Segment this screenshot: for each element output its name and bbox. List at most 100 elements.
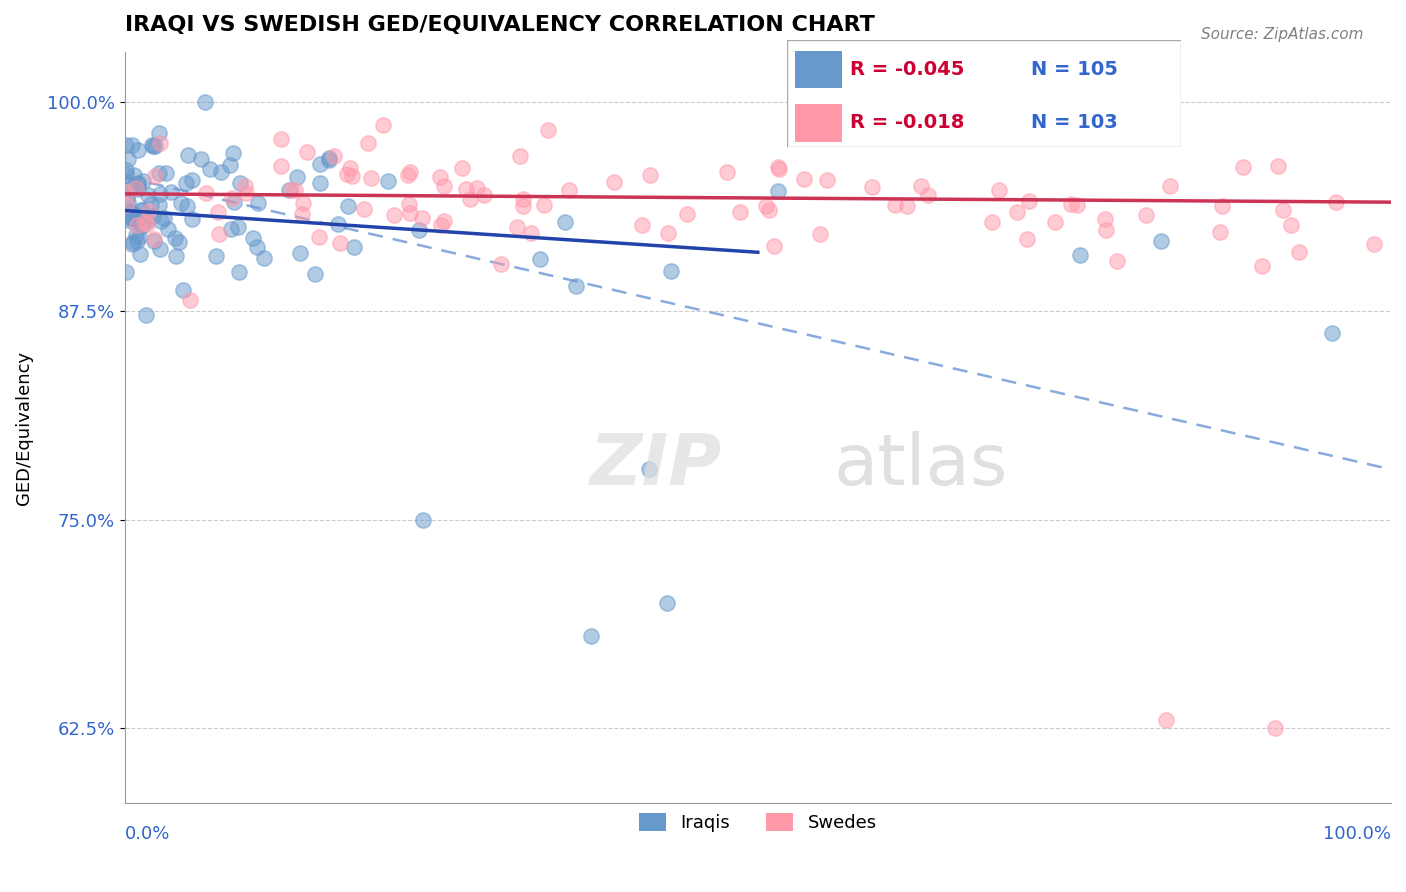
Iraqis	[141, 139, 163, 153]
Y-axis label: GED/Equivalency: GED/Equivalency	[15, 351, 32, 505]
Iraqis	[127, 178, 149, 192]
Iraqis	[226, 220, 249, 235]
Swedes	[454, 182, 477, 196]
Text: R = -0.018: R = -0.018	[851, 113, 965, 132]
Swedes	[860, 180, 883, 194]
Text: 100.0%: 100.0%	[1323, 825, 1391, 843]
Iraqis	[121, 211, 143, 226]
Swedes	[1043, 215, 1066, 229]
Iraqis	[1322, 326, 1344, 340]
Swedes	[270, 132, 292, 146]
Swedes	[1209, 225, 1232, 239]
Iraqis	[529, 252, 551, 267]
Swedes	[896, 199, 918, 213]
Swedes	[134, 215, 156, 229]
Iraqis	[219, 222, 242, 236]
Swedes	[1135, 208, 1157, 222]
Iraqis	[115, 163, 138, 178]
Swedes	[451, 161, 474, 176]
Swedes	[537, 123, 560, 137]
Swedes	[883, 198, 905, 212]
Iraqis	[308, 177, 330, 191]
Iraqis	[1069, 248, 1091, 262]
Swedes	[1015, 232, 1038, 246]
Iraqis	[142, 209, 165, 223]
Swedes	[429, 170, 451, 185]
Bar	[796, 51, 842, 88]
Iraqis	[1150, 235, 1173, 249]
Iraqis	[115, 191, 138, 205]
Iraqis	[174, 176, 197, 190]
Iraqis	[120, 204, 142, 219]
Iraqis	[139, 197, 162, 211]
Iraqis	[412, 512, 434, 526]
Swedes	[115, 198, 138, 212]
Iraqis	[155, 165, 177, 179]
Swedes	[1094, 211, 1116, 226]
Iraqis	[115, 169, 138, 183]
Iraqis	[118, 181, 141, 195]
Swedes	[295, 145, 318, 159]
Swedes	[340, 169, 363, 183]
Swedes	[194, 186, 217, 201]
Swedes	[1211, 199, 1233, 213]
Iraqis	[143, 138, 166, 153]
Swedes	[1232, 161, 1254, 175]
Swedes	[981, 214, 1004, 228]
Iraqis	[204, 249, 226, 263]
Swedes	[138, 203, 160, 218]
Iraqis	[176, 148, 198, 162]
Swedes	[142, 232, 165, 246]
Swedes	[458, 192, 481, 206]
Swedes	[1281, 218, 1303, 232]
Bar	[796, 104, 842, 142]
Swedes	[323, 149, 346, 163]
Swedes	[603, 175, 626, 189]
FancyBboxPatch shape	[787, 40, 1181, 147]
Iraqis	[229, 177, 252, 191]
Iraqis	[190, 152, 212, 166]
Iraqis	[148, 126, 170, 140]
Iraqis	[304, 267, 326, 281]
Swedes	[755, 199, 778, 213]
Iraqis	[149, 242, 172, 256]
Iraqis	[115, 138, 138, 153]
Iraqis	[278, 183, 301, 197]
Iraqis	[228, 265, 250, 279]
Iraqis	[120, 208, 142, 222]
Iraqis	[565, 279, 588, 293]
Iraqis	[194, 95, 217, 109]
Iraqis	[377, 174, 399, 188]
Iraqis	[115, 265, 138, 279]
Swedes	[353, 202, 375, 216]
Swedes	[472, 188, 495, 202]
Swedes	[125, 218, 148, 232]
Swedes	[558, 183, 581, 197]
Swedes	[808, 227, 831, 241]
Swedes	[491, 257, 513, 271]
Swedes	[398, 197, 420, 211]
Iraqis	[242, 230, 264, 244]
Swedes	[339, 161, 361, 176]
Swedes	[676, 207, 699, 221]
Swedes	[657, 226, 679, 240]
Swedes	[1264, 721, 1286, 735]
Swedes	[1251, 259, 1274, 273]
Swedes	[336, 168, 359, 182]
Swedes	[1271, 202, 1294, 217]
Swedes	[371, 118, 394, 132]
Iraqis	[659, 264, 682, 278]
Iraqis	[125, 228, 148, 243]
Iraqis	[122, 168, 145, 182]
Swedes	[506, 220, 529, 235]
Iraqis	[148, 186, 170, 201]
Swedes	[429, 219, 451, 233]
Iraqis	[165, 249, 187, 263]
Iraqis	[342, 240, 364, 254]
Text: N = 103: N = 103	[1032, 113, 1118, 132]
Swedes	[221, 191, 243, 205]
Swedes	[382, 208, 405, 222]
Swedes	[357, 136, 380, 150]
Swedes	[433, 178, 456, 193]
Iraqis	[128, 247, 150, 261]
